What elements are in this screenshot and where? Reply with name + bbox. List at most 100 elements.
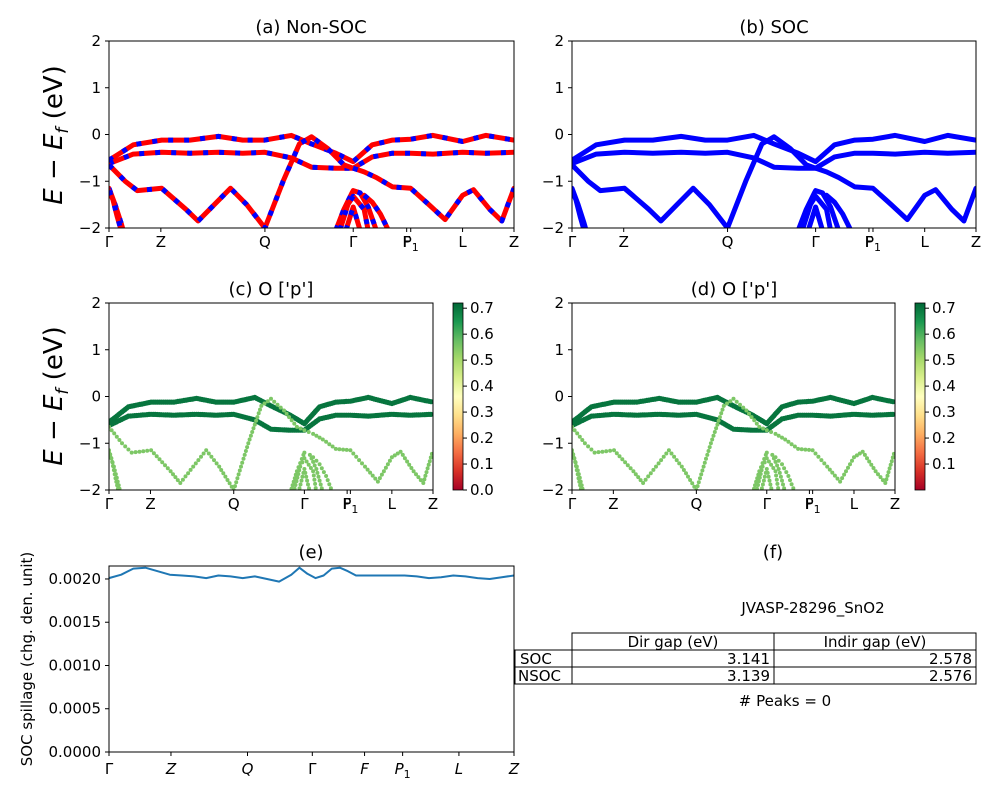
colorbar-tick-label: 0.2 [932, 429, 956, 447]
projection-point [759, 490, 763, 494]
projection-point [318, 482, 323, 487]
x-tick-label: Γ [105, 760, 114, 778]
projection-point [854, 453, 859, 458]
projection-point [867, 459, 872, 464]
projection-point [110, 459, 115, 464]
projection-point [573, 459, 578, 464]
band-line-spin-down [109, 149, 514, 171]
y-tick-label: −2 [542, 219, 564, 237]
projection-point [392, 453, 397, 458]
projection-point [117, 438, 122, 442]
projection-point [300, 474, 305, 479]
projection-point [363, 464, 367, 469]
projection-point [327, 482, 332, 487]
projection-point [259, 403, 264, 408]
projection-point [757, 424, 762, 429]
band-line [806, 204, 825, 228]
x-tick-label: Γ [105, 233, 114, 251]
projection-point [236, 472, 241, 477]
projection-point [306, 482, 310, 487]
projection-point [625, 463, 630, 468]
projection-point [744, 408, 749, 413]
projection-point [862, 452, 867, 457]
projection-point [296, 472, 301, 476]
x-tick-label: P1 [865, 233, 881, 254]
projection-point [769, 430, 774, 434]
projection-point [405, 459, 410, 464]
projection-point [241, 456, 246, 461]
projection-point [324, 439, 329, 444]
projection-point [769, 462, 774, 467]
projection-point [878, 475, 883, 480]
projection-point [773, 459, 778, 464]
projection-point [791, 486, 796, 490]
projection-point [319, 486, 324, 490]
projection-point [761, 426, 766, 431]
projection-point [592, 450, 597, 455]
projection-point [112, 431, 117, 436]
projection-point [319, 466, 324, 471]
y-tick-label: 1 [91, 79, 101, 97]
projection-point [699, 472, 704, 477]
projection-point [324, 474, 329, 478]
panel-f-title: (f) [763, 542, 783, 563]
colorbar-tick-label: 0.6 [470, 325, 494, 343]
projection-point [398, 449, 403, 454]
x-tick-label: Q [690, 495, 702, 513]
x-tick-label: Z [165, 760, 177, 778]
projection-point [407, 462, 412, 467]
gap-table-cell-nsoc-indir [773, 666, 977, 685]
gap-table-header-dir: Dir gap (eV) [628, 633, 719, 651]
projection-point [250, 430, 255, 434]
colorbar-tick-label: 0.5 [932, 351, 956, 369]
projection-point [848, 462, 852, 467]
projection-point [293, 483, 298, 487]
colorbar-tick-label: 0.3 [470, 403, 494, 421]
projection-point [311, 455, 316, 460]
projection-point [890, 399, 895, 405]
x-tick-label: F [402, 233, 411, 251]
projection-point [715, 422, 720, 427]
projection-point [235, 476, 240, 481]
projection-point [317, 478, 322, 483]
projection-point [580, 438, 585, 442]
projection-point [193, 461, 198, 466]
projection-point [204, 448, 209, 453]
projection-point [578, 486, 583, 490]
projection-point [416, 475, 421, 480]
projection-point [786, 474, 791, 478]
x-tick-label: Q [722, 233, 734, 251]
projection-point [888, 462, 893, 467]
projection-point [681, 468, 686, 472]
projection-point [312, 463, 317, 468]
projection-point [289, 486, 294, 490]
projection-point [775, 463, 780, 468]
colorbar-tick-label: 0.6 [932, 325, 956, 343]
panel-e-series [109, 566, 514, 583]
panel-c-ylabel: E − Ef (eV) [39, 326, 73, 466]
projection-point [254, 418, 259, 423]
projection-point [889, 459, 894, 464]
x-tick-label: P1 [342, 495, 358, 516]
projection-point [123, 444, 128, 449]
projection-point [705, 452, 710, 457]
projection-point [711, 433, 716, 438]
projection-point [402, 456, 407, 461]
y-tick-label: 0.0020 [49, 570, 102, 588]
projection-point [822, 461, 827, 466]
projection-point [292, 486, 297, 490]
projection-point [656, 461, 661, 466]
projection-point [171, 472, 175, 477]
projection-point [429, 451, 433, 456]
projection-point [781, 482, 785, 487]
projection-point [242, 452, 247, 457]
projection-point [311, 473, 316, 478]
projection-point [780, 462, 784, 467]
projection-point [223, 474, 228, 479]
panel-d-x-ticks: Γ Z Q Γ FP1 L Z [568, 490, 900, 516]
projection-point [773, 469, 778, 474]
projection-point [424, 470, 429, 475]
projection-point [714, 426, 719, 431]
projection-point [300, 460, 305, 465]
projection-point [710, 437, 715, 442]
